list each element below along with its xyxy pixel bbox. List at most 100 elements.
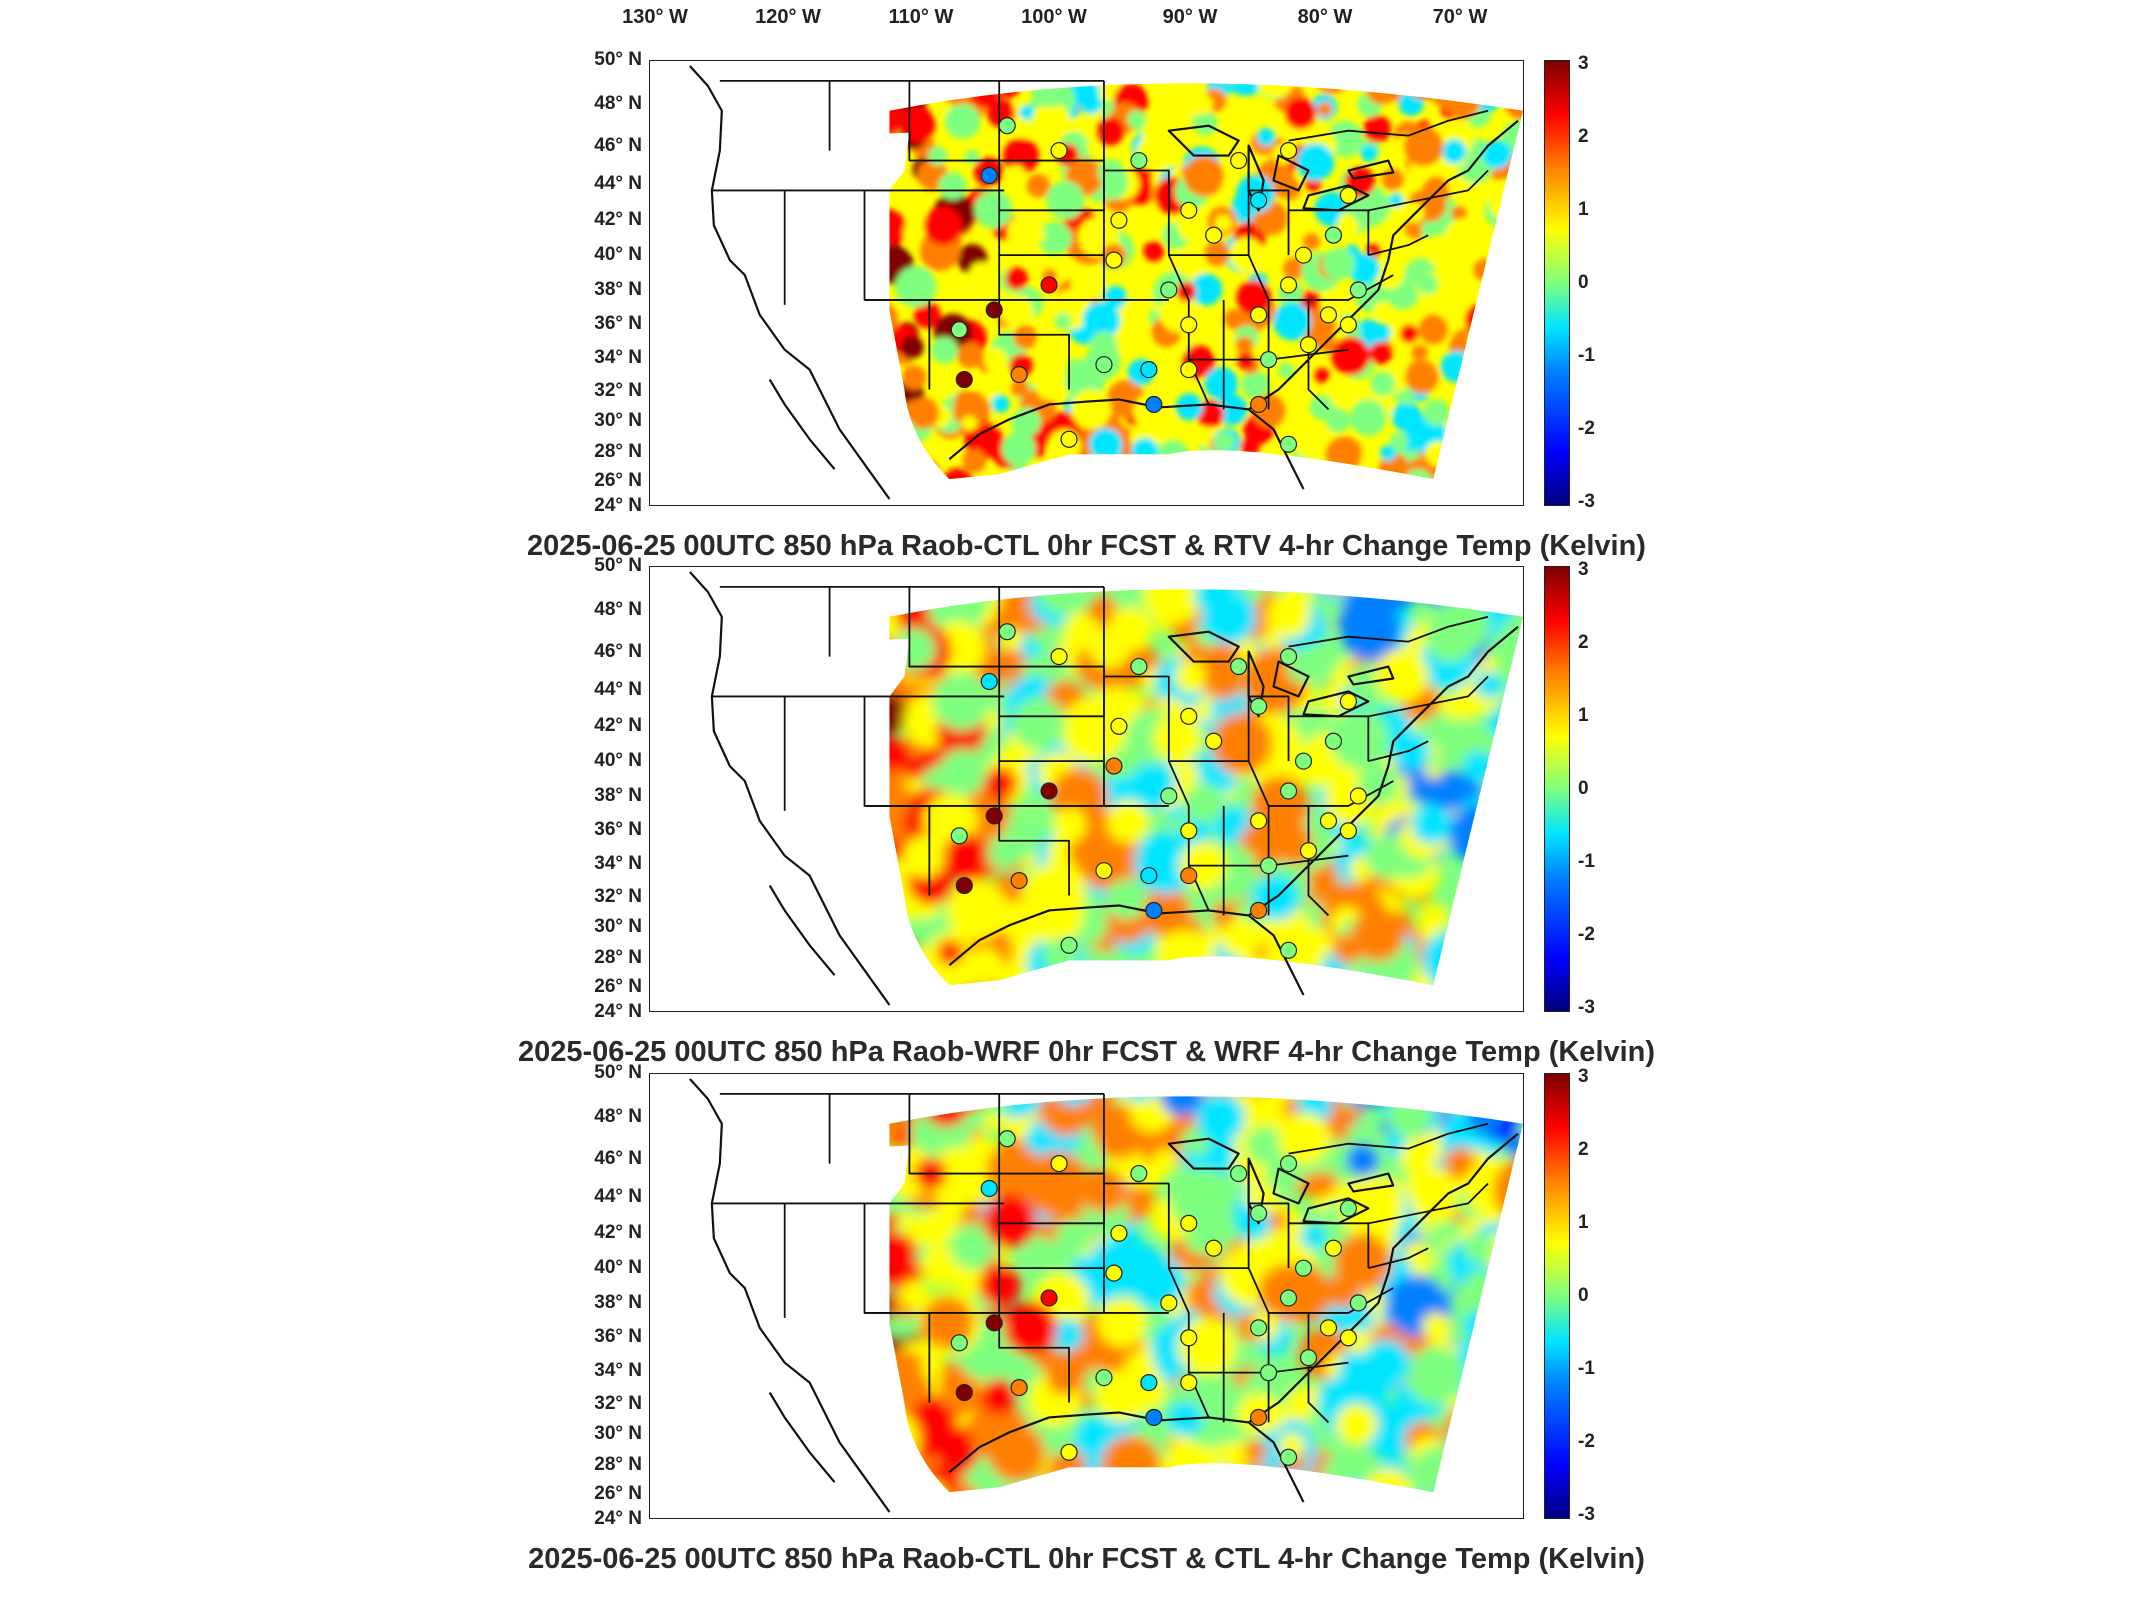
field-blob [1413,589,1479,600]
field-blob [1163,457,1189,480]
field-blob [1348,1479,1372,1493]
field-blob [1418,1096,1456,1100]
field-blob [1422,399,1450,426]
field-blob [1482,1489,1508,1493]
field-blob [1505,677,1523,707]
field-blob [1208,1458,1256,1493]
field-blob [1180,1465,1216,1493]
field-blob [983,348,1008,373]
longitude-axis: 130° W 120° W 110° W 100° W 90° W 80° W … [0,0,2133,40]
field-blob [1001,650,1026,674]
field-blob [1478,589,1516,602]
station-marker [985,807,1003,825]
field-blob [1322,247,1355,280]
field-blob [1100,1435,1162,1493]
field-blob [1259,818,1313,872]
field-blob [1325,436,1363,473]
field-blob [1053,452,1090,480]
station-marker [985,1314,1003,1332]
field-blob [1393,732,1431,770]
station-marker [1180,822,1198,840]
station-marker [1250,812,1268,830]
station-marker [1105,251,1123,269]
field-blob [1183,155,1225,197]
field-blob [1441,1483,1466,1493]
field-blob [1030,227,1046,243]
station-marker [1279,648,1298,666]
field-blob [1389,432,1409,452]
colorbar-tick: 1 [1578,1212,1589,1233]
field-blob [1478,1096,1504,1106]
field-blob [1483,1310,1513,1340]
field-blob [930,336,959,364]
field-blob [1170,1482,1228,1493]
station-marker [1060,430,1078,448]
field-blob [1211,713,1273,775]
field-blob [1001,431,1036,466]
field-blob [1331,336,1370,376]
field-blob [975,487,990,502]
field-blob [986,83,1003,88]
field-blob [1422,1312,1450,1341]
lat-label: 40° N [594,244,642,265]
field-blob [1438,1478,1474,1493]
field-blob [1169,1167,1234,1232]
field-blob [1338,1096,1369,1102]
station-marker [1160,787,1178,805]
lat-label: 46° N [594,135,642,156]
lat-label: 28° N [594,1454,642,1475]
colorbar-tick: -2 [1578,1431,1595,1452]
station-marker [1180,1374,1198,1392]
field-blob [1105,878,1147,920]
state-border [999,665,1105,763]
field-blob [1499,373,1523,399]
field-blob [1501,1463,1523,1493]
field-blob [1030,83,1071,108]
lat-label: 24° N [594,1001,642,1022]
field-blob [1497,88,1512,103]
station-marker [950,827,968,845]
field-blob [1074,1137,1100,1162]
colorbar-tick: 2 [1578,1139,1589,1160]
lat-label: 26° N [594,976,642,997]
field-blob [1258,589,1307,594]
lat-label: 36° N [594,819,642,840]
panel-title: 2025-06-25 00UTC 850 hPa Raob-CTL 0hr FC… [527,530,1646,562]
field-blob [961,415,977,431]
field-blob [1051,482,1076,505]
lon-label: 90° W [1162,6,1218,28]
map-canvas [689,1078,1523,1513]
field-blob [1091,470,1124,480]
field-blob [1179,963,1229,986]
field-blob [1473,83,1501,87]
station-marker [1160,1294,1178,1312]
field-blob [1455,1096,1491,1111]
colorbar-tick: -2 [1578,924,1595,945]
colorbar-tick: 2 [1578,126,1589,147]
field-blob [1471,368,1512,409]
field-blob [1164,61,1194,80]
station-marker [1294,1259,1313,1277]
field-blob [1473,258,1496,281]
state-border [1288,1122,1489,1269]
field-blob [1090,331,1118,359]
field-blob [889,83,909,90]
field-blob [1304,487,1327,505]
station-marker [1299,336,1318,354]
station-marker [1180,707,1198,725]
field-blob [1425,441,1451,467]
field-blob [1255,1485,1303,1493]
field-blob [938,171,967,200]
colorbar-tick: 3 [1578,559,1589,580]
field-blob [1024,884,1085,945]
station-marker [1230,1164,1248,1183]
station-marker [1339,186,1357,204]
field-blob [1442,83,1473,86]
field-blob [1013,325,1038,350]
station-marker [1140,1374,1158,1392]
field-blob [927,1146,989,1208]
field-blob [1193,94,1214,115]
lat-label: 44° N [594,173,642,194]
field-blob [1203,1147,1230,1173]
field-blob [1482,139,1512,169]
